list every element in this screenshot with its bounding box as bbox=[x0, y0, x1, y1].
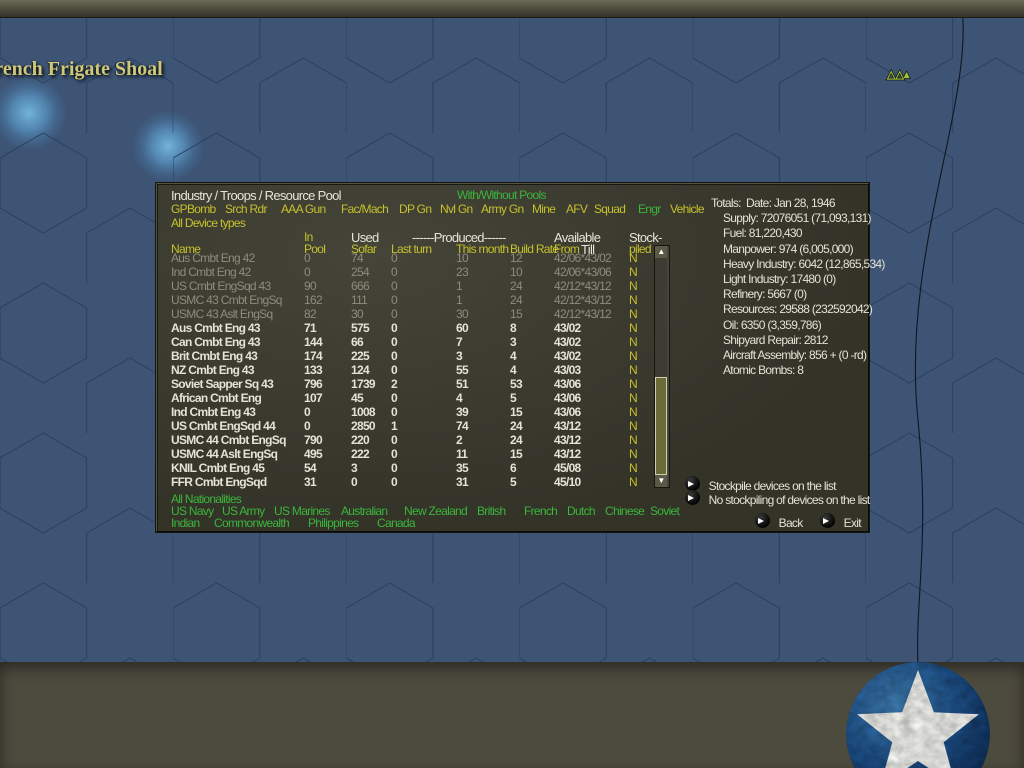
svg-text:△△▴: △△▴ bbox=[886, 69, 910, 81]
